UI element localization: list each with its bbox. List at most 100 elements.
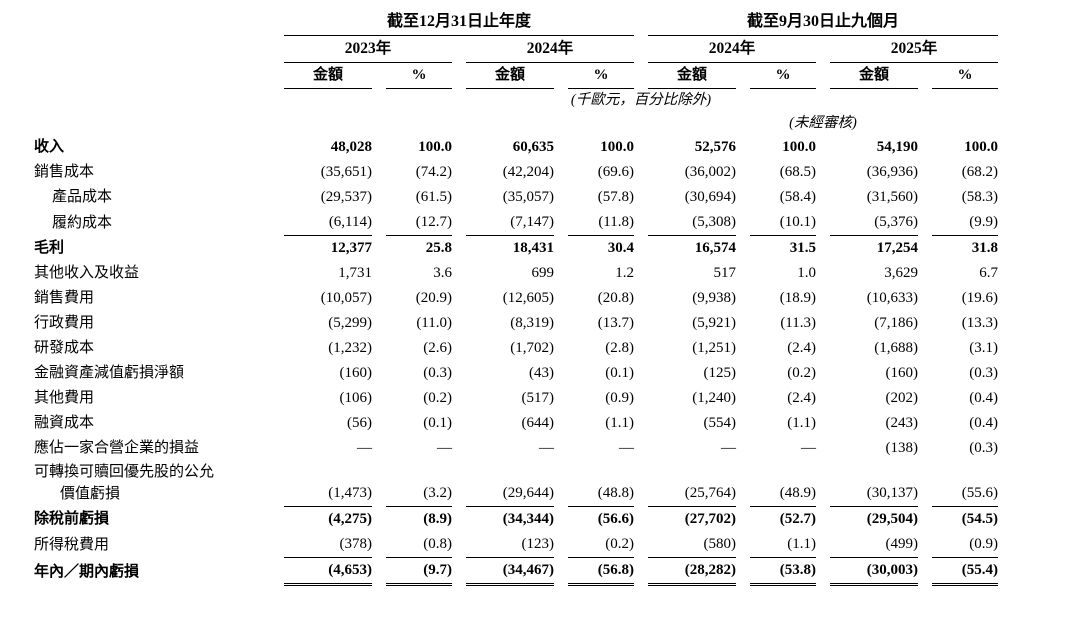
table-row: 金融資產減值虧損淨額 (160) (0.3) (43) (0.1) (125) (0.2) (… bbox=[34, 361, 998, 386]
cell: (1.1) bbox=[605, 415, 634, 431]
cell: 31.8 bbox=[971, 240, 998, 256]
cell: 100.0 bbox=[964, 139, 998, 155]
financial-statement-page: 截至12月31日止年度 截至9月30日止九個月 2023年 2024年 2024… bbox=[20, 8, 1012, 586]
cell: (10.1) bbox=[750, 210, 816, 236]
cell: (5,299) bbox=[328, 315, 372, 331]
table-row: 銷售成本 (35,651) (74.2) (42,204) (69.6) (36,002)… bbox=[34, 160, 998, 185]
cell: (29,537) bbox=[320, 189, 372, 205]
table-row: 行政費用 (5,299) (11.0) (8,319) (13.7) (5,921) (11… bbox=[34, 311, 998, 336]
cell: (10,633) bbox=[866, 290, 918, 306]
table-row: 履約成本 (6,114) (12.7) (7,147) (11.8) (5,308) (10… bbox=[34, 210, 998, 236]
cell: (0.3) bbox=[969, 440, 998, 456]
cell: (0.8) bbox=[386, 532, 452, 558]
col-header-pct-4: % bbox=[932, 63, 998, 89]
cell: (5,921) bbox=[692, 315, 736, 331]
cell: (9.7) bbox=[386, 558, 452, 586]
year-header-row: 2023年 2024年 2024年 2025年 bbox=[34, 36, 998, 63]
cell: 1,731 bbox=[338, 265, 372, 281]
year-header-2023: 2023年 bbox=[284, 36, 452, 63]
cell: (125) bbox=[703, 365, 737, 381]
cell: (123) bbox=[466, 532, 554, 558]
cell: (0.2) bbox=[787, 365, 816, 381]
cell: (69.6) bbox=[597, 164, 634, 180]
period-group-annual: 截至12月31日止年度 bbox=[284, 8, 634, 36]
cell: (36,002) bbox=[684, 164, 736, 180]
cell: (9,938) bbox=[692, 290, 736, 306]
row-label: 除稅前虧損 bbox=[34, 511, 110, 527]
cell: — bbox=[539, 440, 554, 456]
cell: — bbox=[619, 440, 634, 456]
cell: (0.1) bbox=[605, 365, 634, 381]
cell: (0.4) bbox=[969, 390, 998, 406]
row-label: 產品成本 bbox=[52, 189, 113, 205]
cell: 60,635 bbox=[512, 139, 554, 155]
cell: (53.8) bbox=[750, 558, 816, 586]
cell: (0.3) bbox=[969, 365, 998, 381]
cell: (3.1) bbox=[969, 340, 998, 356]
cell: (7,147) bbox=[466, 210, 554, 236]
cell: (58.4) bbox=[779, 189, 816, 205]
cell: (8.9) bbox=[423, 511, 452, 527]
cell: (11.8) bbox=[568, 210, 634, 236]
cell: (0.2) bbox=[423, 390, 452, 406]
cell: 100.0 bbox=[782, 139, 816, 155]
cell: (55.4) bbox=[932, 558, 998, 586]
column-header-row: 金額 % 金額 % 金額 % 金額 % bbox=[34, 63, 998, 89]
unit-note: (千歐元，百分比除外) bbox=[570, 92, 712, 108]
cell: 17,254 bbox=[876, 240, 918, 256]
income-statement-table: 截至12月31日止年度 截至9月30日止九個月 2023年 2024年 2024… bbox=[20, 8, 1012, 586]
cell: 1.2 bbox=[615, 265, 634, 281]
cell: (10,057) bbox=[320, 290, 372, 306]
table-row: 研發成本 (1,232) (2.6) (1,702) (2.8) (1,251) (2.4)… bbox=[34, 336, 998, 361]
table-row: 其他費用 (106) (0.2) (517) (0.9) (1,240) (2.4) (202… bbox=[34, 386, 998, 411]
cell: (35,057) bbox=[502, 189, 554, 205]
cell: (18.9) bbox=[779, 290, 816, 306]
cell: (4,275) bbox=[328, 511, 372, 527]
cell: (2.4) bbox=[787, 390, 816, 406]
cell: (1,232) bbox=[328, 340, 372, 356]
year-header-2024-nine-months: 2024年 bbox=[648, 36, 816, 63]
period-group-nine-months: 截至9月30日止九個月 bbox=[648, 8, 998, 36]
cell: 3.6 bbox=[433, 265, 452, 281]
table-row: 可轉換可贖回優先股的公允 價值虧損 (1,473) (3.2) (29,644) (48… bbox=[34, 461, 998, 507]
cell: (138) bbox=[885, 440, 919, 456]
cell: (1,702) bbox=[510, 340, 554, 356]
row-label: 年內／期內虧損 bbox=[34, 563, 140, 580]
cell: — bbox=[357, 440, 372, 456]
cell: (554) bbox=[703, 415, 737, 431]
year-header-2025-nine-months: 2025年 bbox=[830, 36, 998, 63]
cell: (1,251) bbox=[692, 340, 736, 356]
cell: (27,702) bbox=[684, 511, 736, 527]
cell: — bbox=[437, 440, 452, 456]
cell: (2.8) bbox=[605, 340, 634, 356]
cell: (68.2) bbox=[961, 164, 998, 180]
cell: (517) bbox=[521, 390, 555, 406]
row-label: 金融資產減值虧損淨額 bbox=[34, 365, 185, 381]
cell: 3,629 bbox=[884, 265, 918, 281]
cell: (160) bbox=[339, 365, 373, 381]
cell: 12,377 bbox=[330, 240, 372, 256]
cell: (56.8) bbox=[568, 558, 634, 586]
cell: (0.1) bbox=[423, 415, 452, 431]
col-header-amount-2: 金額 bbox=[466, 63, 554, 89]
unaudited-note: (未經審核) bbox=[789, 115, 857, 131]
cell: (48.9) bbox=[750, 461, 816, 507]
row-label: 其他收入及收益 bbox=[34, 265, 140, 281]
cell: (30,137) bbox=[830, 461, 918, 507]
cell: (57.8) bbox=[597, 189, 634, 205]
cell: 517 bbox=[713, 265, 737, 281]
cell: (20.9) bbox=[415, 290, 452, 306]
cell: (52.7) bbox=[779, 511, 816, 527]
cell: (56.6) bbox=[597, 511, 634, 527]
cell: 31.5 bbox=[789, 240, 816, 256]
cell: (580) bbox=[648, 532, 736, 558]
cell: (12,605) bbox=[502, 290, 554, 306]
cell: (5,308) bbox=[648, 210, 736, 236]
cell: 1.0 bbox=[797, 265, 816, 281]
cell: (48.8) bbox=[568, 461, 634, 507]
cell: 48,028 bbox=[330, 139, 372, 155]
cell: 16,574 bbox=[694, 240, 736, 256]
cell: (1,240) bbox=[692, 390, 736, 406]
cell: (6,114) bbox=[284, 210, 372, 236]
cell: (12.7) bbox=[386, 210, 452, 236]
